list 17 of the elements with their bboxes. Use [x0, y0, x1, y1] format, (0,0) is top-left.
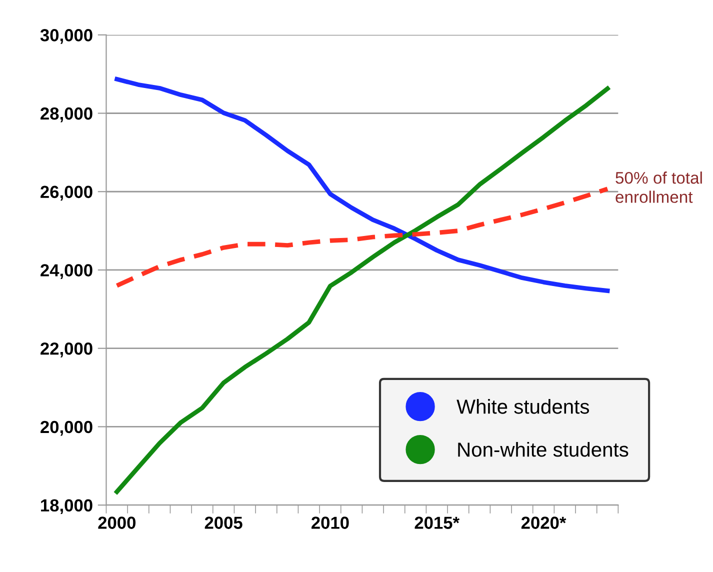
y-tick-label: 18,000: [41, 499, 92, 514]
annotation: 50% of total enrollment: [616, 172, 702, 203]
y-tick-label: 22,000: [40, 342, 92, 358]
line-series: [114, 76, 610, 293]
y-tick-label: 20,000: [40, 420, 92, 436]
legend-label: White students: [456, 399, 590, 414]
legend-label: Non-white students: [458, 442, 628, 457]
x-tick-label: 2005: [204, 516, 242, 529]
x-tick-label: 2015*: [414, 516, 460, 529]
x-tick-label: 2020*: [521, 516, 566, 529]
y-tick-label: 30,000: [40, 29, 92, 44]
y-tick-label: 28,000: [40, 107, 92, 122]
y-tick-label: 24,000: [40, 264, 92, 279]
line-series: [114, 186, 610, 288]
y-tick-label: 26,000: [40, 186, 92, 201]
x-tick-label: 2000: [98, 516, 136, 529]
x-tick-label: 2010: [312, 516, 349, 529]
